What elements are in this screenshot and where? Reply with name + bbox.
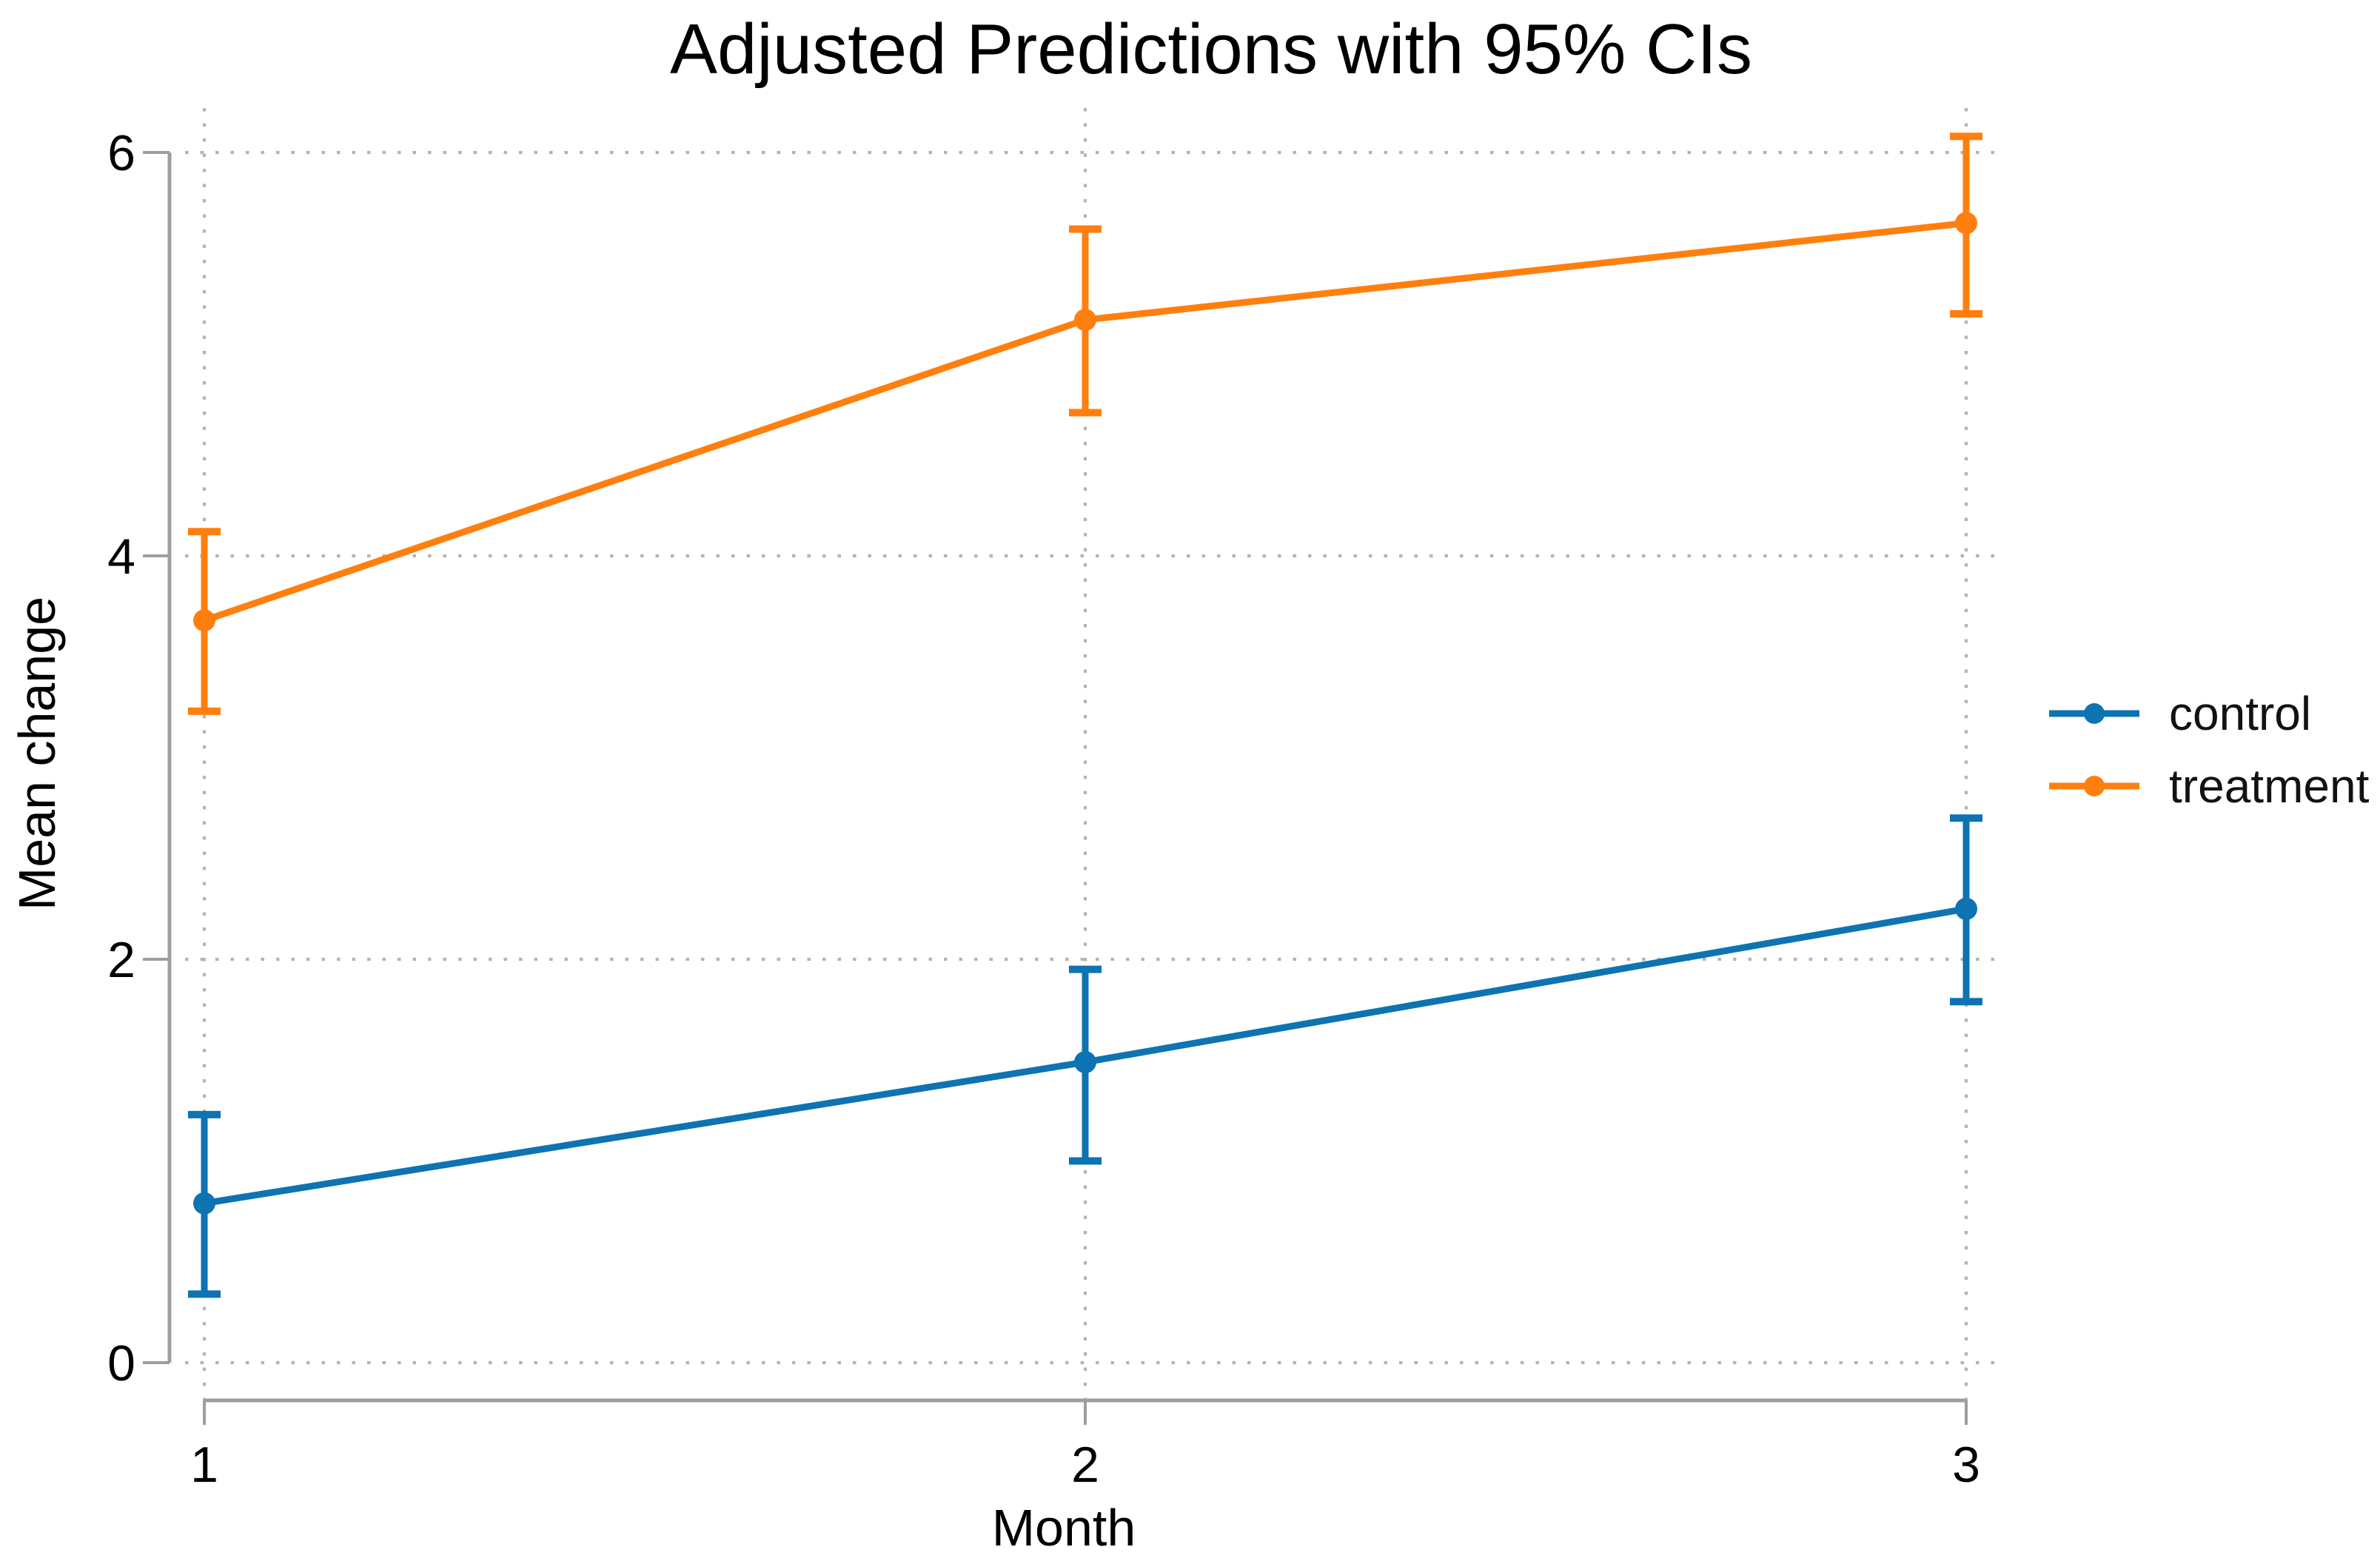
data-point-treatment-0 <box>193 609 215 632</box>
legend-swatch-control <box>2049 703 2139 724</box>
x-tick-label-1: 2 <box>1071 1437 1099 1493</box>
y-tick-label-0: 0 <box>107 1335 135 1392</box>
y-tick-label-1: 2 <box>107 932 135 988</box>
legend-item-control: control <box>2046 677 2369 750</box>
x-tick-label-2: 3 <box>1952 1437 1980 1493</box>
legend-label-control: control <box>2169 687 2312 740</box>
y-tick-label-2: 4 <box>107 528 135 585</box>
chart-title: Adjusted Predictions with 95% CIs <box>669 10 1753 89</box>
legend: control treatment <box>2046 677 2369 822</box>
legend-item-treatment: treatment <box>2046 750 2369 822</box>
data-point-control-2 <box>1955 897 1977 920</box>
legend-marker <box>2084 776 2105 796</box>
y-tick-label-3: 6 <box>107 125 135 181</box>
series-treatment <box>188 132 1982 715</box>
data-point-treatment-1 <box>1074 309 1096 332</box>
legend-label-treatment: treatment <box>2169 759 2370 813</box>
legend-swatch-treatment <box>2049 776 2139 796</box>
legend-marker <box>2084 703 2105 724</box>
data-point-control-0 <box>193 1192 215 1215</box>
data-point-treatment-2 <box>1955 212 1977 235</box>
x-tick-label-0: 1 <box>190 1437 218 1493</box>
x-axis-label: Month <box>991 1499 1136 1557</box>
y-axis-label: Mean change <box>8 596 66 911</box>
series-control <box>188 814 1982 1298</box>
data-point-control-1 <box>1074 1050 1096 1073</box>
